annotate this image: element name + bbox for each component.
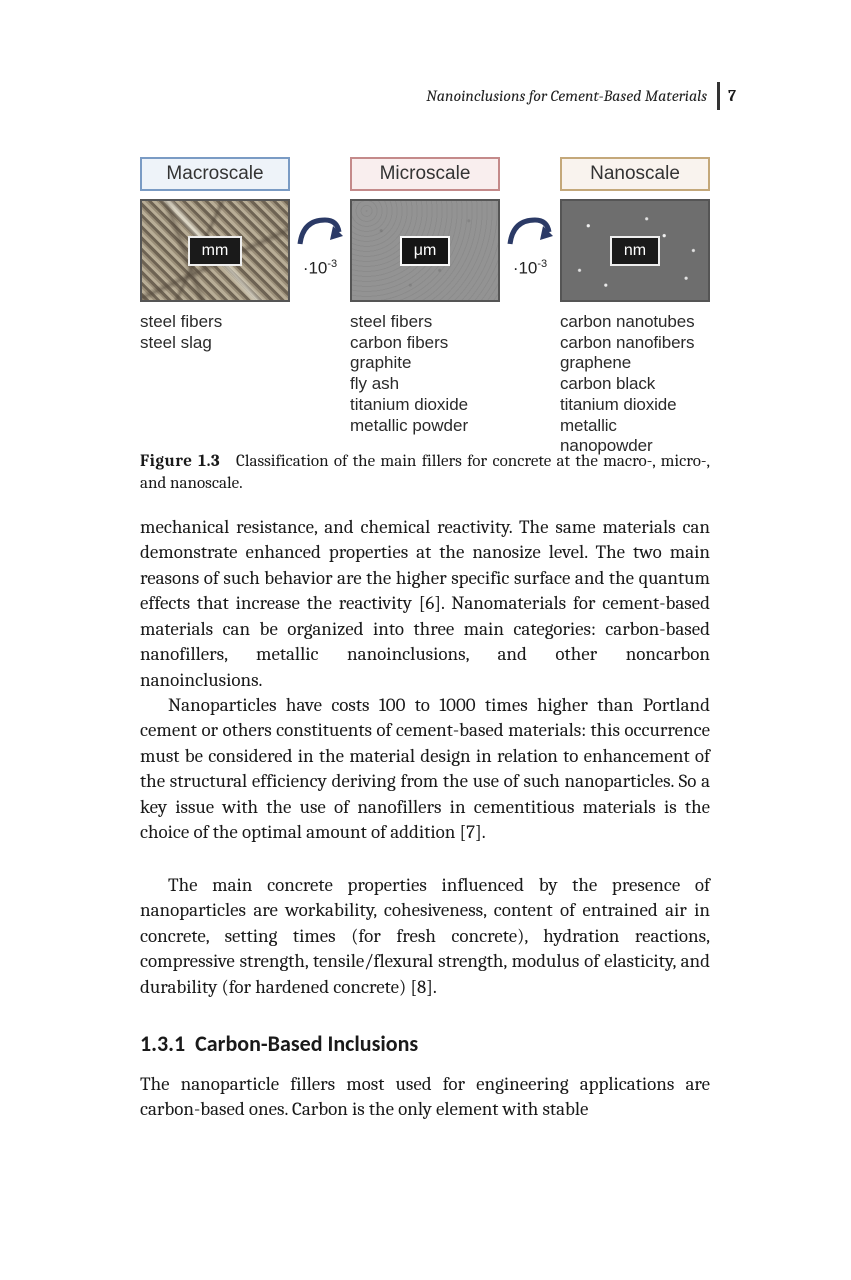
- arrow-micro-to-nano: ·10-3: [503, 157, 558, 279]
- figure-caption: Figure 1.3 Classification of the main fi…: [140, 451, 710, 495]
- factor-exp: -3: [327, 258, 337, 270]
- page-header: Nanoinclusions for Cement-Based Material…: [426, 82, 736, 110]
- macroscale-image: mm: [140, 199, 290, 302]
- paragraph-1: mechanical resistance, and chemical reac…: [140, 515, 710, 693]
- figure-caption-text: Classification of the main fillers for c…: [140, 452, 710, 493]
- section-heading: 1.3.1 Carbon-Based Inclusions: [140, 1030, 418, 1057]
- factor-base: ·10: [513, 259, 538, 278]
- paragraph-3: The main concrete properties influenced …: [140, 873, 710, 1000]
- curved-arrow-icon: [295, 212, 345, 252]
- arrow-factor-1: ·10-3: [293, 258, 348, 279]
- figure-1-3: Macroscale mm steel fiberssteel slag ·10…: [140, 157, 710, 457]
- unit-mm: mm: [188, 236, 243, 266]
- paragraph-2: Nanoparticles have costs 100 to 1000 tim…: [140, 693, 710, 846]
- arrow-macro-to-micro: ·10-3: [293, 157, 348, 279]
- arrow-factor-2: ·10-3: [503, 258, 558, 279]
- microscale-materials: steel fiberscarbon fibersgraphitefly ash…: [350, 312, 500, 436]
- nanoscale-label: Nanoscale: [560, 157, 710, 191]
- page-number: 7: [728, 87, 736, 105]
- microscale-image: μm: [350, 199, 500, 302]
- nanoscale-column: Nanoscale nm carbon nanotubescarbon nano…: [560, 157, 710, 457]
- paragraph-4: The nanoparticle fillers most used for e…: [140, 1072, 710, 1123]
- curved-arrow-icon: [505, 212, 555, 252]
- nanoscale-image: nm: [560, 199, 710, 302]
- unit-nm: nm: [610, 236, 660, 266]
- macroscale-materials: steel fiberssteel slag: [140, 312, 290, 353]
- factor-base: ·10: [303, 259, 328, 278]
- header-divider: [717, 82, 720, 110]
- nanoscale-materials: carbon nanotubescarbon nanofibersgraphen…: [560, 312, 710, 457]
- figure-caption-label: Figure 1.3: [140, 452, 220, 471]
- microscale-label: Microscale: [350, 157, 500, 191]
- microscale-column: Microscale μm steel fiberscarbon fibersg…: [350, 157, 500, 436]
- running-title: Nanoinclusions for Cement-Based Material…: [426, 87, 707, 105]
- macroscale-label: Macroscale: [140, 157, 290, 191]
- section-title: Carbon-Based Inclusions: [195, 1030, 418, 1057]
- scale-row: Macroscale mm steel fiberssteel slag ·10…: [140, 157, 710, 457]
- section-number: 1.3.1: [140, 1030, 185, 1057]
- factor-exp: -3: [537, 258, 547, 270]
- unit-um: μm: [400, 236, 451, 266]
- macroscale-column: Macroscale mm steel fiberssteel slag: [140, 157, 290, 353]
